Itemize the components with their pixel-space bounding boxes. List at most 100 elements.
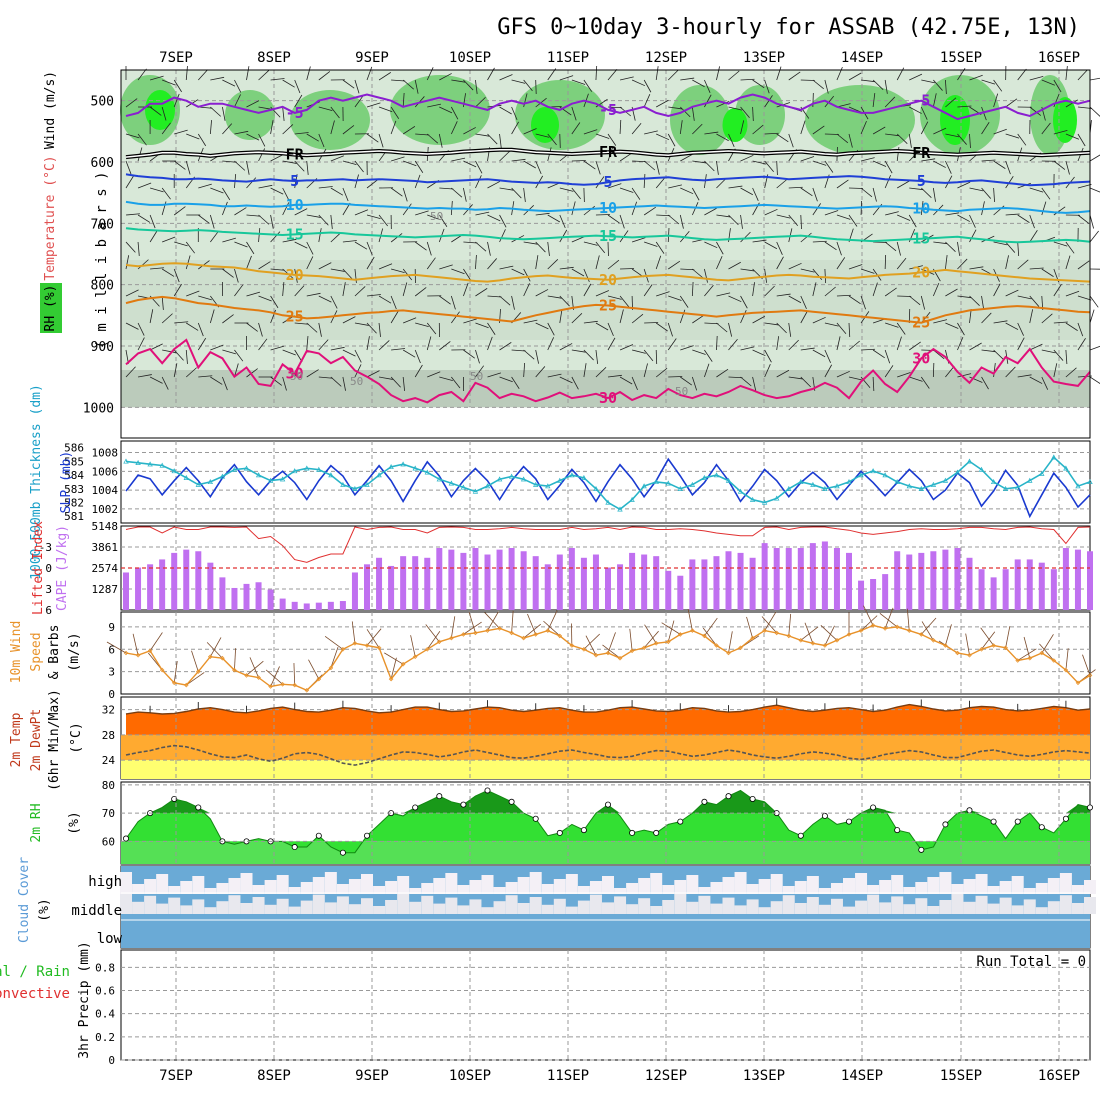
precip-tick: 0 bbox=[108, 1054, 115, 1067]
x-tick-bottom-label: 16SEP bbox=[1038, 1068, 1080, 1084]
x-tick-bottom-label: 7SEP bbox=[159, 1068, 193, 1084]
barb bbox=[173, 268, 180, 283]
barb bbox=[258, 295, 272, 302]
barb bbox=[872, 349, 885, 359]
barb bbox=[463, 160, 477, 168]
barb bbox=[222, 237, 236, 243]
barb bbox=[692, 160, 707, 164]
barb bbox=[812, 316, 826, 324]
cloud-mid-gap bbox=[180, 905, 193, 914]
x-tick-top-label: 10SEP bbox=[449, 50, 491, 66]
barb bbox=[896, 336, 902, 351]
barb bbox=[764, 241, 778, 250]
cape-bar bbox=[123, 572, 129, 610]
barb bbox=[800, 268, 815, 273]
barb bbox=[800, 347, 815, 351]
barb bbox=[571, 349, 586, 353]
barb bbox=[439, 376, 453, 382]
cloud-high-gap bbox=[806, 876, 819, 894]
barb bbox=[523, 160, 536, 169]
barb bbox=[740, 120, 745, 135]
barb bbox=[258, 133, 266, 147]
p7-ticks: 0 0.2 0.4 0.6 0.8 bbox=[95, 961, 115, 1067]
barb bbox=[595, 255, 600, 270]
cape-bar bbox=[436, 547, 443, 610]
barb bbox=[270, 268, 285, 271]
barb bbox=[571, 122, 581, 135]
barb bbox=[390, 268, 405, 274]
rh-blob-high bbox=[940, 95, 970, 145]
cloud-mid-gap bbox=[999, 897, 1012, 914]
barb bbox=[390, 295, 397, 310]
barb bbox=[439, 106, 453, 114]
barb bbox=[571, 268, 585, 277]
barb bbox=[668, 106, 683, 110]
barb bbox=[427, 371, 441, 378]
barb bbox=[571, 201, 576, 216]
barb bbox=[752, 282, 755, 297]
barb bbox=[1041, 79, 1055, 86]
barb bbox=[595, 176, 605, 189]
barb bbox=[523, 187, 526, 202]
barb bbox=[800, 295, 807, 309]
barb bbox=[535, 255, 539, 270]
barb bbox=[969, 342, 982, 351]
barb bbox=[475, 79, 478, 94]
barb bbox=[920, 121, 929, 135]
barb bbox=[764, 160, 774, 172]
barb bbox=[162, 349, 176, 354]
contour-label: 20 bbox=[286, 266, 304, 284]
barb bbox=[884, 79, 888, 94]
barb bbox=[583, 283, 592, 297]
barb bbox=[800, 156, 815, 162]
barb bbox=[740, 154, 754, 162]
rh-marker bbox=[580, 827, 587, 834]
cloud-mid-gap bbox=[963, 901, 976, 914]
barb bbox=[270, 345, 285, 351]
barb bbox=[788, 214, 799, 226]
barb bbox=[1089, 77, 1100, 81]
cape-bar bbox=[665, 570, 672, 610]
cloud-high-gap bbox=[626, 883, 639, 894]
p4-series bbox=[125, 698, 1091, 766]
barb bbox=[318, 262, 332, 270]
cloud-mid-gap bbox=[855, 900, 868, 914]
cloud-high-gap bbox=[505, 882, 518, 894]
cloud-high-gap bbox=[589, 881, 602, 894]
cape-bar bbox=[267, 589, 274, 610]
barb bbox=[981, 122, 990, 135]
barb bbox=[1017, 214, 1030, 223]
barb bbox=[342, 160, 357, 166]
barb bbox=[668, 295, 682, 301]
barb bbox=[920, 376, 930, 389]
barb bbox=[728, 261, 741, 270]
barb bbox=[824, 322, 839, 327]
cape-bar bbox=[858, 580, 865, 610]
contour-label: 20 bbox=[599, 271, 617, 289]
barb bbox=[475, 349, 480, 364]
barb bbox=[776, 293, 791, 297]
cape-bar bbox=[315, 602, 322, 610]
barb bbox=[258, 70, 270, 81]
barb bbox=[306, 292, 321, 297]
cape-bar bbox=[135, 567, 142, 610]
cloud-high-gap bbox=[288, 887, 301, 894]
barb bbox=[559, 229, 568, 243]
rh-marker bbox=[195, 804, 202, 811]
cape-bar bbox=[1002, 569, 1009, 610]
wind-barb bbox=[106, 641, 127, 654]
cloud-mid-gap bbox=[385, 900, 398, 914]
barb bbox=[463, 268, 472, 281]
barb bbox=[571, 187, 581, 200]
cloud-high-gap bbox=[300, 882, 313, 894]
barb bbox=[884, 365, 894, 378]
barb bbox=[896, 257, 907, 270]
barb bbox=[149, 106, 162, 116]
barb bbox=[704, 94, 712, 108]
p5-fill bbox=[121, 787, 1094, 864]
slp-label: SLP (mb) bbox=[59, 451, 74, 514]
barb bbox=[330, 346, 345, 351]
barb bbox=[872, 79, 884, 91]
cloud-mid-gap bbox=[505, 895, 518, 914]
barb bbox=[1005, 289, 1019, 297]
